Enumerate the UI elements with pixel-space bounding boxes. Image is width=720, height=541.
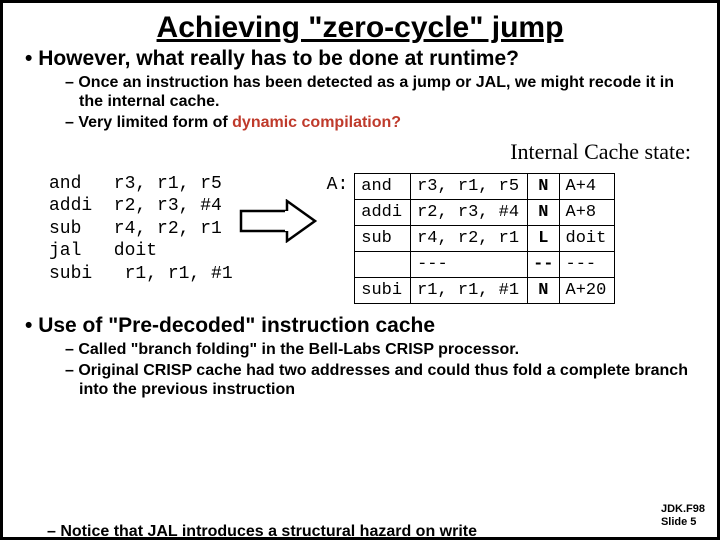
asm-listing: and r3, r1, r5 addi r2, r3, #4 sub r4, r…	[49, 173, 233, 286]
args-cell: r2, r3, #4	[411, 199, 528, 225]
args-cell: r4, r2, r1	[411, 225, 528, 251]
sub-branch-folding: Called "branch folding" in the Bell-Labs…	[65, 340, 699, 359]
flag-cell: N	[528, 277, 559, 303]
cache-table: and r3, r1, r5 N A+4 addi r2, r3, #4 N A…	[354, 173, 615, 304]
sub-dynamic: Very limited form of dynamic compilation…	[65, 113, 699, 132]
target-cell: A+8	[559, 199, 615, 225]
sub-jal-hazard: Notice that JAL introduces a structural …	[47, 522, 667, 541]
target-cell: A+4	[559, 173, 615, 199]
table-row: --- -- ---	[355, 251, 615, 277]
target-cell: doit	[559, 225, 615, 251]
op-cell: sub	[355, 225, 411, 251]
flag-cell: N	[528, 199, 559, 225]
target-cell: A+20	[559, 277, 615, 303]
args-cell: r3, r1, r5	[411, 173, 528, 199]
args-cell: ---	[411, 251, 528, 277]
cache-state-title: Internal Cache state:	[21, 139, 699, 165]
table-row: and r3, r1, r5 N A+4	[355, 173, 615, 199]
table-row: sub r4, r2, r1 L doit	[355, 225, 615, 251]
op-cell: addi	[355, 199, 411, 225]
arrow-icon	[239, 199, 317, 243]
args-cell: r1, r1, #1	[411, 277, 528, 303]
sub-crisp: Original CRISP cache had two addresses a…	[65, 361, 699, 399]
flag-cell: N	[528, 173, 559, 199]
bullet-predecoded: Use of "Pre-decoded" instruction cache	[25, 314, 699, 338]
badge-line1: JDK.F98	[661, 503, 705, 515]
op-cell	[355, 251, 411, 277]
a-label: A:	[327, 175, 349, 195]
table-row: addi r2, r3, #4 N A+8	[355, 199, 615, 225]
footer-badge: JDK.F98 Slide 5	[661, 503, 705, 529]
op-cell: and	[355, 173, 411, 199]
sub-dynamic-a: Very limited form of	[78, 114, 232, 131]
slide-title: Achieving "zero-cycle" jump	[21, 11, 699, 45]
flag-cell: --	[528, 251, 559, 277]
target-cell: ---	[559, 251, 615, 277]
flag-cell: L	[528, 225, 559, 251]
table-row: subi r1, r1, #1 N A+20	[355, 277, 615, 303]
badge-line2: Slide 5	[661, 516, 696, 528]
sub-recode: Once an instruction has been detected as…	[65, 73, 699, 111]
bullet-runtime: However, what really has to be done at r…	[25, 47, 699, 71]
op-cell: subi	[355, 277, 411, 303]
dynamic-compilation-text: dynamic compilation?	[232, 114, 401, 131]
mid-row: and r3, r1, r5 addi r2, r3, #4 sub r4, r…	[49, 173, 699, 304]
